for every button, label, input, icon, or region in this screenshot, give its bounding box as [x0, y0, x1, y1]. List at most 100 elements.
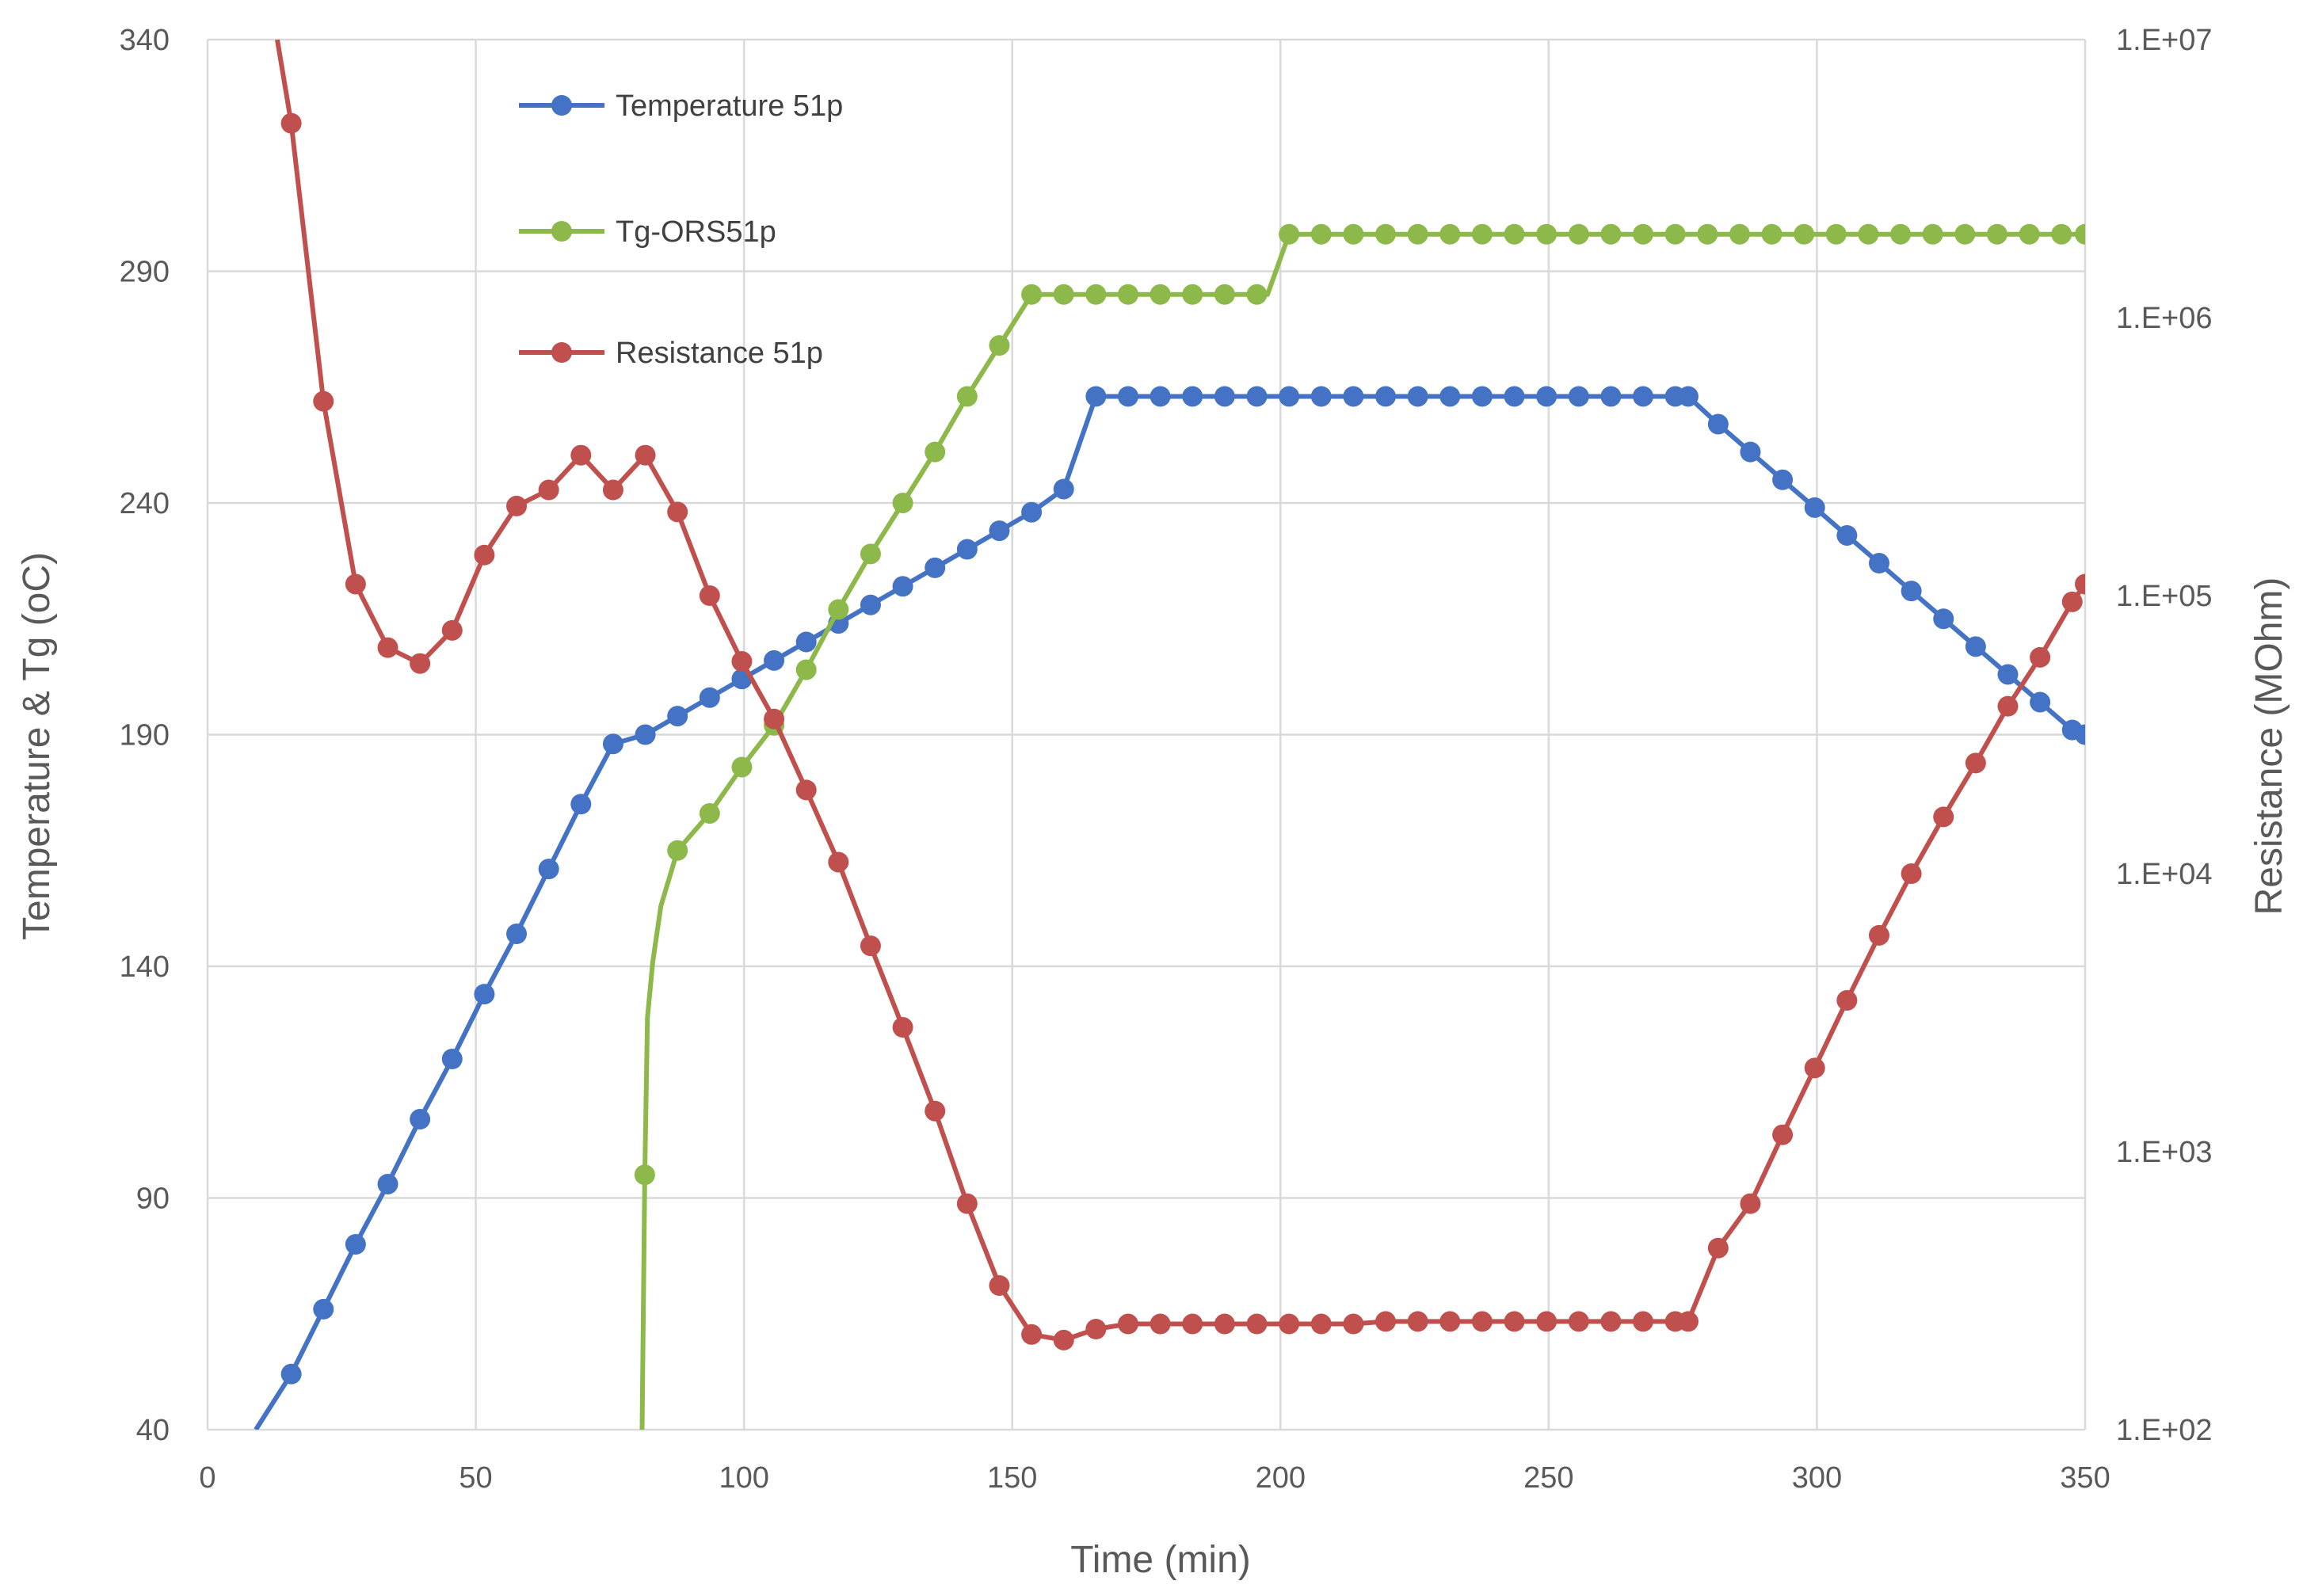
- data-point: [1117, 386, 1138, 407]
- series-1: [634, 223, 2085, 1430]
- data-point: [441, 1049, 463, 1069]
- data-point: [1600, 223, 1622, 245]
- data-point: [1246, 1313, 1268, 1335]
- data-point: [1997, 695, 2019, 717]
- y-tick-label: 190: [120, 719, 170, 752]
- data-point: [2030, 691, 2051, 713]
- data-point: [1772, 469, 1794, 490]
- data-point: [1246, 284, 1268, 305]
- data-point: [2030, 646, 2051, 668]
- data-point: [1279, 223, 1300, 245]
- x-axis-title: Time (min): [1070, 1539, 1251, 1581]
- data-point: [1633, 386, 1654, 407]
- data-point: [1868, 924, 1889, 946]
- data-point: [1890, 223, 1912, 245]
- data-point: [1664, 223, 1686, 245]
- data-point: [1740, 1193, 1761, 1214]
- data-point: [474, 984, 495, 1005]
- data-point: [699, 687, 720, 708]
- data-point: [667, 840, 688, 861]
- data-point: [956, 1193, 978, 1214]
- y2-tick-label: 1.E+06: [2116, 302, 2213, 335]
- y2-tick-label: 1.E+02: [2116, 1414, 2213, 1447]
- data-point: [2061, 591, 2083, 612]
- data-point: [1933, 806, 1954, 828]
- data-point: [538, 479, 559, 501]
- data-point: [989, 1275, 1010, 1297]
- legend-marker: [551, 342, 572, 363]
- data-point: [1375, 223, 1397, 245]
- data-point: [1568, 223, 1589, 245]
- y-tick-label: 140: [120, 950, 170, 984]
- data-point: [1053, 1329, 1074, 1350]
- x-tick-label: 300: [1792, 1461, 1842, 1495]
- data-point: [1697, 223, 1718, 245]
- data-point: [635, 444, 656, 466]
- data-point: [1707, 1237, 1729, 1259]
- data-point: [506, 495, 528, 516]
- data-point: [1633, 223, 1654, 245]
- y2-axis-title: Resistance (MOhm): [2248, 577, 2290, 916]
- data-point: [1375, 1311, 1397, 1332]
- data-point: [602, 733, 623, 755]
- data-point: [795, 779, 817, 801]
- data-point: [860, 935, 881, 957]
- y-tick-label: 40: [136, 1414, 170, 1447]
- data-point: [1407, 1311, 1428, 1332]
- data-point: [2051, 223, 2072, 245]
- x-tick-label: 50: [459, 1461, 492, 1495]
- data-point: [1182, 284, 1203, 305]
- data-point: [377, 1173, 398, 1194]
- data-point: [731, 651, 753, 672]
- data-point: [1677, 386, 1699, 407]
- data-point: [345, 573, 366, 595]
- data-point: [1117, 1313, 1138, 1335]
- data-point: [699, 585, 720, 606]
- data-point: [1053, 478, 1074, 500]
- y2-tick-label: 1.E+05: [2116, 580, 2213, 613]
- data-point: [634, 1164, 655, 1186]
- data-point: [1677, 1311, 1699, 1332]
- data-point: [345, 1234, 366, 1255]
- data-point: [1901, 863, 1922, 884]
- data-point: [925, 557, 946, 578]
- data-point: [1150, 284, 1171, 305]
- data-point: [1471, 386, 1493, 407]
- data-point: [1504, 223, 1525, 245]
- data-point: [1343, 1313, 1364, 1335]
- data-point: [1901, 581, 1922, 602]
- data-point: [1214, 284, 1235, 305]
- data-point: [1825, 223, 1847, 245]
- data-point: [1761, 223, 1782, 245]
- data-point: [1375, 386, 1397, 407]
- data-point: [2075, 223, 2085, 245]
- data-point: [313, 390, 334, 412]
- data-point: [828, 599, 849, 620]
- data-point: [1085, 284, 1107, 305]
- x-tick-label: 350: [2060, 1461, 2110, 1495]
- data-point: [1997, 664, 2019, 685]
- data-point: [602, 479, 623, 501]
- y2-tick-label: 1.E+04: [2116, 858, 2213, 891]
- data-point: [1986, 223, 2007, 245]
- data-point: [1439, 223, 1461, 245]
- data-point: [1707, 413, 1729, 435]
- data-point: [1836, 524, 1858, 546]
- data-point: [1310, 386, 1332, 407]
- y-tick-label: 240: [120, 487, 170, 520]
- data-point: [1536, 223, 1558, 245]
- data-point: [570, 444, 592, 466]
- data-point: [1085, 1319, 1107, 1340]
- data-point: [1858, 223, 1879, 245]
- data-point: [1933, 608, 1954, 630]
- data-point: [989, 335, 1010, 356]
- data-point: [1021, 1324, 1043, 1345]
- y-tick-label: 290: [120, 256, 170, 289]
- series-2: [275, 40, 2085, 1350]
- data-point: [1536, 1311, 1558, 1332]
- data-point: [1439, 1311, 1461, 1332]
- data-point: [667, 706, 688, 727]
- data-point: [538, 859, 559, 880]
- data-point: [1182, 1313, 1203, 1335]
